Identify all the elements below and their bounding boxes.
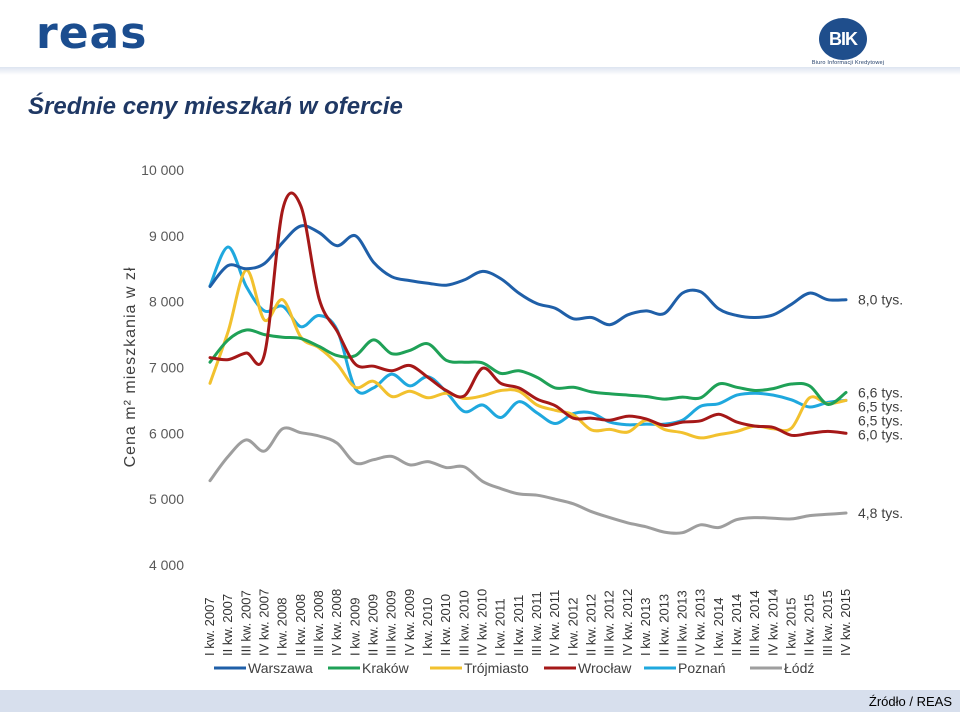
x-tick-label: II kw. 2012: [584, 594, 599, 656]
header-divider: [0, 67, 960, 75]
bik-logo: BIK Biuro Informacji Kredytowej: [786, 0, 910, 66]
legend-label: Poznań: [678, 660, 725, 676]
x-tick-label: I kw. 2012: [565, 597, 580, 656]
x-tick-label: IV kw. 2014: [765, 589, 780, 656]
x-tick-label: III kw. 2012: [602, 590, 617, 656]
x-tick-label: I kw. 2008: [275, 597, 290, 656]
legend: Warszawa Kraków Trójmiasto Wrocław Poznań Łód…: [214, 660, 814, 676]
y-tick-label: 5 000: [149, 491, 184, 507]
end-label-łódź: 4,8 tys.: [858, 505, 903, 521]
page-title: Średnie ceny mieszkań w ofercie: [28, 93, 403, 120]
x-tick-label: II kw. 2008: [293, 594, 308, 656]
y-tick-label: 10 000: [141, 162, 184, 178]
legend-label: Trójmiasto: [464, 660, 529, 676]
x-tick-label: IV kw. 2011: [547, 590, 562, 656]
bik-logo-subtitle: Biuro Informacji Kredytowej: [811, 60, 885, 66]
x-tick-label: III kw. 2014: [747, 590, 762, 656]
x-tick-label: I kw. 2015: [783, 597, 798, 656]
legend-label: Łódź: [784, 660, 814, 676]
end-label-poznań: 6,5 tys.: [858, 413, 903, 429]
reas-logo: reas: [36, 8, 148, 59]
y-axis-title: Cena m² mieszkania w zł: [122, 267, 139, 468]
x-tick-label: IV kw. 2013: [693, 589, 708, 656]
y-tick-label: 9 000: [149, 228, 184, 244]
series-line-łódź: [208, 426, 848, 535]
x-tick-label: IV kw. 2008: [329, 589, 344, 656]
x-tick-label: III kw. 2011: [529, 591, 544, 656]
x-tick-label: II kw. 2014: [729, 594, 744, 656]
x-tick-label: II kw. 2007: [220, 594, 235, 656]
x-tick-label: III kw. 2008: [311, 590, 326, 656]
x-tick-label: II kw. 2009: [366, 594, 381, 656]
series-line-kraków: [208, 328, 848, 406]
x-axis-ticks: I kw. 2007 II kw. 2007 III kw. 2007 IV kw. …: [202, 589, 853, 656]
legend-label: Kraków: [362, 660, 410, 676]
x-tick-label: I kw. 2010: [420, 597, 435, 656]
series-line-warszawa: [208, 224, 848, 327]
x-tick-label: III kw. 2009: [384, 590, 399, 656]
header-bar: reas BIK Biuro Informacji Kredytowej: [0, 0, 960, 67]
y-tick-label: 6 000: [149, 425, 184, 441]
x-tick-label: II kw. 2013: [656, 594, 671, 656]
line-chart: Cena m² mieszkania w zł 4 000 5 000 6 000 7…: [122, 162, 903, 676]
y-tick-label: 4 000: [149, 557, 184, 573]
x-tick-label: IV kw. 2009: [402, 589, 417, 656]
x-tick-label: I kw. 2013: [638, 597, 653, 656]
legend-label: Wrocław: [578, 660, 632, 676]
x-tick-label: I kw. 2007: [202, 597, 217, 656]
x-tick-label: III kw. 2015: [820, 590, 835, 656]
series-line-poznań: [208, 245, 848, 427]
end-label-warszawa: 8,0 tys.: [858, 292, 903, 308]
y-tick-label: 8 000: [149, 294, 184, 310]
end-label-kraków: 6,6 tys.: [858, 385, 903, 401]
x-tick-label: IV kw. 2010: [475, 589, 490, 656]
bik-logo-mark: BIK: [819, 18, 867, 60]
x-tick-label: I kw. 2009: [347, 597, 362, 656]
legend-label: Warszawa: [248, 660, 313, 676]
x-tick-label: II kw. 2011: [511, 595, 526, 656]
series-line-wrocław: [208, 191, 848, 438]
source-bar: Źródło / REAS: [0, 690, 960, 712]
x-tick-label: III kw. 2013: [674, 590, 689, 656]
x-tick-label: IV kw. 2007: [257, 589, 272, 656]
x-tick-label: III kw. 2007: [238, 590, 253, 656]
x-tick-label: III kw. 2010: [456, 590, 471, 656]
series-lines: [208, 191, 848, 535]
source-label: Źródło / REAS: [868, 694, 952, 709]
x-tick-label: II kw. 2010: [438, 594, 453, 656]
series-line-trójmiasto: [208, 268, 848, 440]
x-tick-label: IV kw. 2015: [838, 589, 853, 656]
x-tick-label: II kw. 2015: [802, 594, 817, 656]
x-tick-label: I kw. 2014: [711, 597, 726, 656]
y-axis-ticks: 4 000 5 000 6 000 7 000 8 000 9 000 10 000: [141, 162, 184, 573]
end-label-trójmiasto: 6,5 tys.: [858, 399, 903, 415]
x-tick-label: IV kw. 2012: [620, 589, 635, 656]
x-tick-label: I kw. 2011: [493, 598, 508, 656]
end-labels: 8,0 tys.6,6 tys.6,5 tys.6,5 tys.6,0 tys.…: [858, 292, 903, 521]
end-label-wrocław: 6,0 tys.: [858, 427, 903, 443]
y-tick-label: 7 000: [149, 360, 184, 376]
